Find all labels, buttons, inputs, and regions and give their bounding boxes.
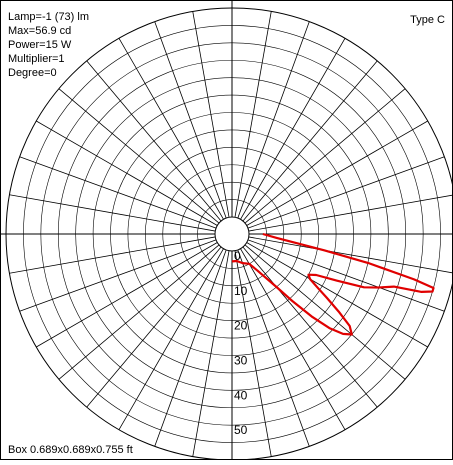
grid-spoke: [244, 88, 406, 224]
grid-spoke: [58, 244, 220, 380]
grid-spoke: [240, 38, 346, 220]
grid-spoke: [242, 60, 378, 222]
grid-spoke: [240, 248, 346, 430]
lamp-lumens: Lamp=-1 (73) lm: [8, 11, 90, 23]
grid-spoke: [9, 194, 216, 232]
grid-ring: [214, 216, 250, 252]
grid-spoke: [246, 242, 428, 348]
radial-tick-label: 50: [234, 423, 248, 437]
grid-spoke: [234, 250, 272, 457]
grid-spoke: [192, 11, 230, 218]
grid-spoke: [36, 242, 218, 348]
radial-tick-label: 40: [234, 388, 248, 402]
radial-tick-label: 20: [234, 319, 248, 333]
grid-spoke: [36, 120, 218, 226]
radial-tick-label: 30: [234, 354, 248, 368]
intensity-curve: [231, 232, 435, 336]
degree-value: Degree=0: [8, 67, 57, 79]
box-dimensions-label: Box 0.689x0.689x0.755 ft: [8, 444, 133, 456]
grid-spoke: [247, 156, 445, 229]
grid-spoke: [154, 21, 227, 219]
intensity-curve-line: [231, 232, 435, 336]
grid-spoke: [86, 60, 222, 222]
power-value: Power=15 W: [8, 39, 72, 51]
lamp-info-panel: Lamp=-1 (73) lm Max=56.9 cd Power=15 W M…: [8, 10, 89, 80]
radial-tick-labels: 0 10 20 30 40 50: [234, 249, 248, 437]
grid-spoke: [234, 11, 272, 218]
grid-spoke: [248, 236, 453, 274]
grid-spoke: [246, 120, 428, 226]
grid-spoke: [244, 244, 406, 380]
grid-spoke: [118, 248, 224, 430]
grid-spoke: [237, 249, 310, 447]
grid-spoke: [9, 236, 216, 274]
grid-spoke: [242, 246, 378, 408]
grid-spoke: [19, 156, 217, 229]
grid-spoke: [58, 88, 220, 224]
grid-spoke: [86, 246, 222, 408]
grid-spoke: [247, 239, 445, 312]
radial-tick-label: 0: [234, 249, 241, 263]
max-intensity: Max=56.9 cd: [8, 25, 72, 37]
radial-tick-label: 10: [234, 284, 248, 298]
grid-spoke: [154, 249, 227, 447]
grid-spoke: [248, 194, 453, 232]
type-label: Type C: [410, 14, 445, 26]
grid-spoke: [118, 38, 224, 220]
grid-spoke: [237, 21, 310, 219]
grid-spoke: [19, 239, 217, 312]
grid-spoke: [192, 250, 230, 457]
multiplier-value: Multiplier=1: [8, 53, 65, 65]
